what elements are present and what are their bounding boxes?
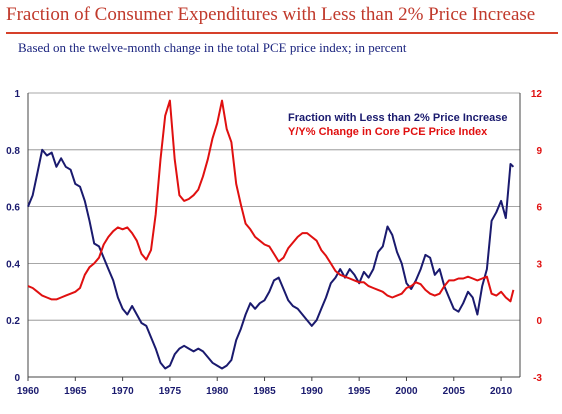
- x-tick-label: 1960: [17, 386, 40, 397]
- left-y-axis-ticks: 0 0.2 0.4 0.6 0.8 1: [6, 89, 20, 384]
- series-line-fraction: [27, 148, 515, 370]
- right-y-tick-label: -3: [533, 373, 542, 384]
- legend: Fraction with Less than 2% Price Increas…: [288, 112, 507, 138]
- x-tick-label: 1990: [301, 386, 324, 397]
- right-y-tick-label: 6: [536, 203, 542, 214]
- x-tick-label: 1995: [348, 386, 371, 397]
- right-y-tick-label: 9: [536, 146, 542, 157]
- legend-entry-core-pce: Y/Y% Change in Core PCE Price Index: [288, 126, 488, 138]
- x-tick-label: 1970: [111, 386, 134, 397]
- right-y-tick-label: 3: [536, 259, 542, 270]
- left-y-tick-label: 0.2: [6, 316, 20, 327]
- x-tick-label: 2005: [443, 386, 466, 397]
- chart-subtitle: Based on the twelve-month change in the …: [18, 40, 407, 55]
- left-y-tick-label: 0.6: [6, 203, 20, 214]
- x-tick-label: 2000: [395, 386, 418, 397]
- right-y-tick-label: 0: [536, 316, 542, 327]
- series-lines: [27, 99, 515, 370]
- x-tick-label: 1985: [253, 386, 276, 397]
- left-y-tick-label: 0: [14, 373, 20, 384]
- x-axis-ticks: 1960 1965 1970 1975 1980 1985 1990 1995 2000 2005…: [17, 377, 513, 397]
- title-underline: [6, 32, 558, 34]
- x-tick-label: 1965: [64, 386, 87, 397]
- x-tick-label: 1980: [206, 386, 229, 397]
- chart-title: Fraction of Consumer Expenditures with L…: [6, 4, 536, 25]
- x-tick-label: 1975: [159, 386, 182, 397]
- x-tick-label: 2010: [490, 386, 513, 397]
- left-y-tick-label: 0.4: [6, 259, 20, 270]
- legend-entry-fraction: Fraction with Less than 2% Price Increas…: [288, 112, 507, 124]
- series-line-core-pce: [27, 99, 515, 303]
- left-y-tick-label: 1: [14, 89, 20, 100]
- left-y-tick-label: 0.8: [6, 146, 20, 157]
- axes: [27, 93, 521, 378]
- right-y-axis-ticks: -3 0 3 6 9 12: [531, 89, 543, 384]
- right-y-tick-label: 12: [531, 89, 543, 100]
